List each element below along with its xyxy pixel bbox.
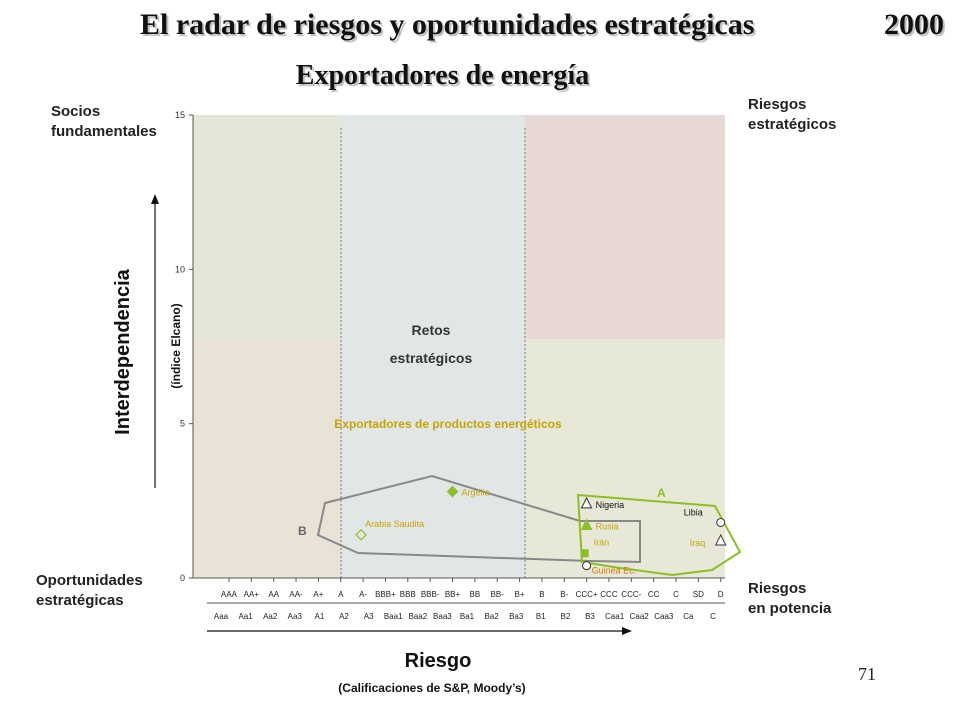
point-marker-libia [716, 517, 726, 527]
x-tick-label-moodys: A2 [339, 612, 349, 621]
x-tick-label-sp: BB- [491, 590, 505, 599]
y-tick-label: 10 [175, 264, 185, 274]
x-tick-label-sp: CC [648, 590, 660, 599]
corner-line: Riesgos [748, 580, 807, 597]
point-label-guinea-ec: Guinea Ec. [592, 566, 637, 576]
page-subtitle: Exportadores de energía [295, 60, 590, 91]
corner-label-top-right: Riesgos estratégicos [748, 95, 836, 135]
corner-label-bottom-left: Oportunidades estratégicas [36, 571, 143, 611]
x-tick-label-moodys: B3 [585, 612, 595, 621]
zone-socios [193, 115, 341, 339]
point-label-nigeria: Nigeria [596, 500, 625, 510]
x-tick-label-moodys: Caa1 [605, 612, 625, 621]
x-tick-label-sp: B- [560, 590, 568, 599]
x-tick-label-sp: BB+ [445, 590, 461, 599]
x-tick-label-sp: C [673, 590, 679, 599]
x-tick-label-sp: BBB+ [375, 590, 396, 599]
zone-label-retos: Retos [412, 322, 451, 338]
y-tick-label: 5 [180, 419, 185, 429]
y-axis-title: Interdependencia [112, 268, 134, 434]
point-label-libia: Libia [684, 507, 703, 517]
point-marker-rusia [580, 518, 593, 531]
x-axis-subtitle: (Calificaciones de S&P, Moody’s) [338, 681, 525, 695]
point-label-rusia: Rusia [596, 522, 619, 532]
page-number: 71 [858, 664, 876, 684]
x-tick-label-sp: D [718, 590, 724, 599]
y-tick-label: 15 [175, 110, 185, 120]
point-marker-ir-n [580, 549, 589, 558]
year-label: 2000 [884, 8, 944, 41]
x-tick-label-moodys: A1 [315, 612, 325, 621]
point-marker-arabia-saudita [355, 528, 367, 541]
x-tick-label-moodys: Ba1 [460, 612, 475, 621]
x-tick-label-sp: CCC- [621, 590, 641, 599]
corner-line: Oportunidades [36, 572, 143, 589]
y-axis-subtitle: (índice Elcano) [169, 303, 183, 388]
group-title: Exportadores de productos energéticos [334, 417, 562, 431]
corner-line: estratégicas [36, 592, 124, 609]
zone-riesgos-potencia [525, 339, 725, 578]
corner-line: en potencia [748, 600, 832, 617]
x-axis-arrowhead [622, 627, 632, 635]
x-tick-label-sp: AA+ [244, 590, 260, 599]
x-tick-label-sp: A+ [313, 590, 323, 599]
zone-riesgos-estrategicos [525, 115, 725, 339]
x-tick-label-moodys: Caa3 [654, 612, 674, 621]
point-marker-argelia [446, 485, 459, 498]
point-marker-nigeria [580, 496, 593, 509]
x-tick-label-sp: BBB- [421, 590, 440, 599]
point-label-arabia-saudita: Arabia Saudita [365, 519, 424, 529]
x-tick-label-sp: B+ [515, 590, 525, 599]
x-tick-label-moodys: Baa1 [384, 612, 403, 621]
x-tick-label-moodys: Aa1 [238, 612, 253, 621]
x-tick-label-moodys: Baa3 [433, 612, 452, 621]
x-tick-label-sp: B [539, 590, 544, 599]
x-tick-label-moodys: C [710, 612, 716, 621]
x-tick-label-moodys: Ba3 [509, 612, 524, 621]
corner-line: Socios [51, 103, 101, 120]
x-tick-label-sp: SD [693, 590, 704, 599]
x-tick-label-moodys: B1 [536, 612, 546, 621]
point-marker-guinea-ec [582, 561, 592, 571]
x-tick-label-moodys: Aa3 [288, 612, 303, 621]
y-axis-arrowhead [151, 194, 159, 204]
x-tick-label-moodys: Baa2 [408, 612, 427, 621]
x-tick-label-moodys: Caa2 [630, 612, 650, 621]
x-tick-label-sp: BB [470, 590, 481, 599]
point-label-argelia: Argelia [462, 488, 490, 498]
x-tick-label-moodys: Ca [683, 612, 694, 621]
y-tick-label: 0 [180, 573, 185, 583]
x-tick-label-moodys: Ba2 [484, 612, 499, 621]
x-tick-label-sp: A [338, 590, 344, 599]
x-tick-label-sp: BBB [400, 590, 416, 599]
corner-label-top-left: Socios fundamentales [51, 102, 157, 142]
x-tick-label-moodys: Aa2 [263, 612, 278, 621]
x-tick-label-sp: AA- [289, 590, 303, 599]
x-tick-label-moodys: B2 [561, 612, 571, 621]
point-marker-iraq [714, 533, 727, 546]
x-axis-title: Riesgo [405, 650, 472, 672]
x-tick-label-sp: CCC+ [576, 590, 598, 599]
zone-oportunidades [193, 339, 341, 578]
group-a-label: A [657, 486, 666, 500]
zone-label-estrategicos: estratégicos [390, 350, 473, 366]
x-tick-label-sp: A- [359, 590, 367, 599]
x-tick-label-moodys: Aaa [214, 612, 229, 621]
x-tick-label-moodys: A3 [364, 612, 374, 621]
corner-label-bottom-right: Riesgos en potencia [748, 579, 831, 619]
x-tick-label-sp: AAA [221, 590, 238, 599]
group-b-outline [316, 474, 641, 564]
corner-line: estratégicos [748, 116, 837, 133]
x-tick-label-sp: AA [268, 590, 279, 599]
x-tick-label-sp: CCC [600, 590, 618, 599]
page-title: El radar de riesgos y oportunidades estr… [140, 8, 755, 41]
group-b-label: B [298, 524, 307, 538]
point-label-iraq: Iraq [690, 538, 706, 548]
corner-line: Riesgos [748, 96, 807, 113]
point-label-ir-n: Irán [594, 537, 610, 547]
corner-line: fundamentales [51, 123, 157, 140]
zone-retos [341, 115, 525, 578]
